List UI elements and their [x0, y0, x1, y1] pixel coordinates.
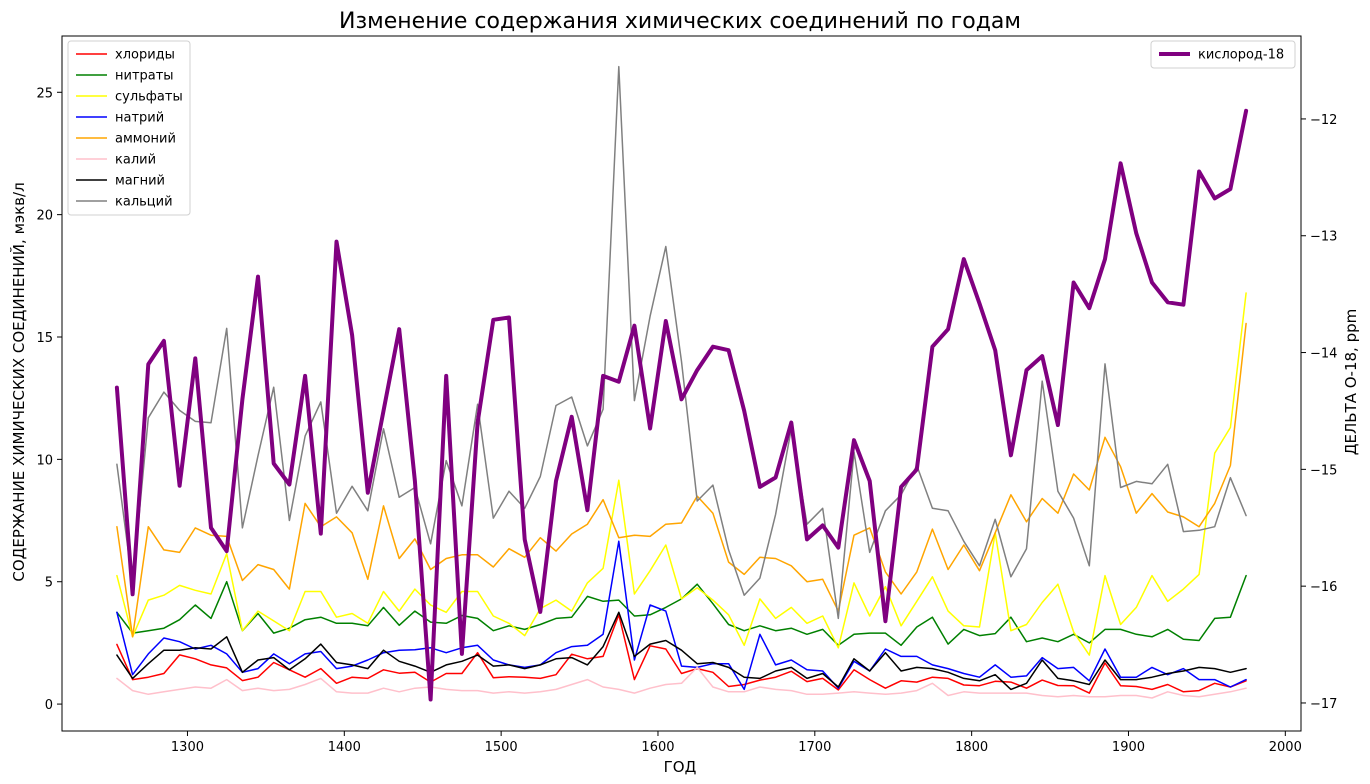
x-axis-title: ГОД	[664, 758, 697, 776]
y2-axis-title: ДЕЛЬТА О-18, ppm	[1342, 309, 1360, 455]
x-tick-label: 1400	[328, 740, 361, 755]
chart-title: Изменение содержания химических соединен…	[339, 9, 1021, 34]
y-tick-label: 25	[36, 86, 53, 101]
x-tick-label: 1700	[798, 740, 831, 755]
legend-label: кислород-18	[1198, 48, 1284, 63]
x-tick-label: 1600	[641, 740, 674, 755]
y-tick-label: 10	[36, 453, 53, 468]
y2-tick-label: −13	[1310, 230, 1337, 245]
y-tick-label: 15	[36, 331, 53, 346]
legend-label: натрий	[115, 111, 164, 126]
legend-label: нитраты	[115, 69, 174, 84]
y2-tick-label: −12	[1310, 113, 1337, 128]
legend-label: аммоний	[115, 132, 176, 147]
series-line-0	[116, 614, 1247, 694]
legend-label: калий	[115, 153, 156, 168]
x-tick-label: 2000	[1269, 740, 1302, 755]
legend-label: магний	[115, 174, 165, 189]
series-line-6	[116, 611, 1247, 691]
legend-box	[1150, 40, 1296, 69]
y-axis-title: СОДЕРЖАНИЕ ХИМИЧЕСКИХ СОЕДИНЕНИЙ, мэкв/л	[9, 182, 28, 581]
legend-right: кислород-18	[1150, 40, 1296, 69]
series-line-2	[116, 292, 1247, 656]
x-tick-label: 1800	[955, 740, 988, 755]
legend-left: хлориды нитраты сульфаты натрий аммоний калий…	[67, 40, 191, 216]
y-tick-label: 0	[45, 698, 53, 713]
y-tick-label: 5	[45, 576, 53, 591]
y2-tick-label: −16	[1310, 580, 1337, 595]
legend-label: сульфаты	[115, 90, 183, 105]
legend-box	[67, 40, 191, 216]
y2-tick-label: −15	[1310, 463, 1337, 478]
y-tick-label: 20	[36, 209, 53, 224]
legend-label: кальций	[115, 195, 173, 210]
plot-frame	[61, 35, 1302, 732]
plot-area	[114, 65, 1249, 702]
x-tick-label: 1900	[1112, 740, 1145, 755]
y2-tick-label: −14	[1310, 347, 1337, 362]
series-line-5	[116, 666, 1247, 699]
axes: 1300 1400 1500 1600 1700 1800 1900 2000 0 5 10 15 20…	[36, 35, 1337, 755]
legend-label: хлориды	[115, 48, 175, 63]
series-line-8	[114, 108, 1249, 702]
series-line-4	[116, 322, 1247, 638]
series-line-7	[116, 65, 1247, 620]
x-tick-label: 1300	[171, 740, 204, 755]
series-line-3	[116, 540, 1247, 691]
y2-tick-label: −17	[1310, 697, 1337, 712]
x-tick-label: 1500	[485, 740, 518, 755]
